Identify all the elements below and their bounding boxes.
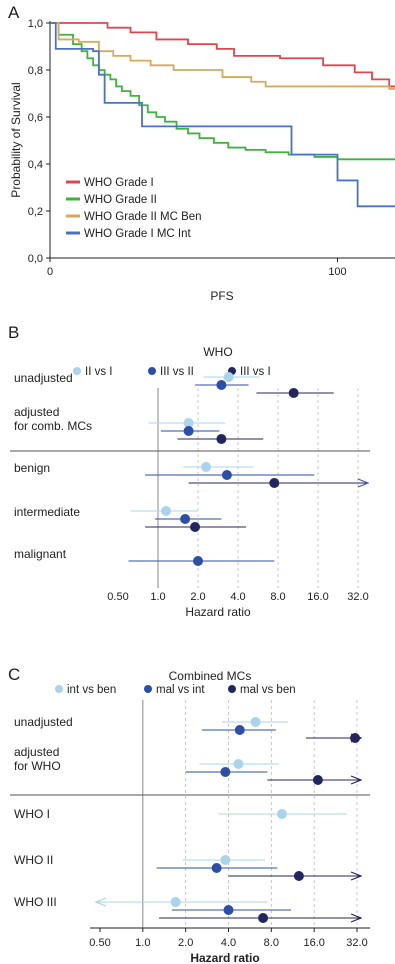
forest-mcs-content: 0.50 1.0 2.0 4.0 8.0 16.0 32.0 Hazard ratio int … bbox=[10, 684, 370, 964]
km-line-2 bbox=[50, 22, 395, 90]
forest-plot-who: B WHO 0.50 1.0 2.0 4.0 8.0 16.0 32.0 Hazard rat… bbox=[8, 323, 370, 619]
hr-point bbox=[312, 775, 323, 785]
km-line-1 bbox=[50, 22, 395, 161]
hr-point bbox=[183, 418, 194, 428]
hr-point bbox=[293, 871, 304, 881]
x-axis-title: PFS bbox=[210, 289, 233, 303]
x-tick-label: 8.0 bbox=[270, 591, 285, 603]
km-chart-panel: A Probability of Survival PFS 0,00,20,40… bbox=[8, 3, 395, 303]
y-tick-label: 0,8 bbox=[28, 65, 43, 77]
hr-point bbox=[161, 506, 172, 516]
hr-point bbox=[350, 733, 361, 743]
x-tick-label: 4.0 bbox=[230, 591, 245, 603]
y-axis-title: Probability of Survival bbox=[9, 82, 23, 197]
row-label: for WHO bbox=[14, 759, 61, 773]
hr-point bbox=[183, 426, 194, 436]
forest-mcs-title: Combined MCs bbox=[169, 669, 252, 683]
x-tick-label: 2.0 bbox=[178, 937, 193, 949]
legend-label: III vs I bbox=[240, 366, 271, 378]
km-series bbox=[50, 22, 395, 208]
y-tick-label: 0,6 bbox=[28, 112, 43, 124]
km-line-0 bbox=[50, 22, 395, 88]
km-line-3 bbox=[50, 22, 395, 208]
x-tick-label: 16.0 bbox=[303, 937, 324, 949]
row-label: for comb. MCs bbox=[14, 419, 92, 433]
km-axes: 0,0 0,2 0,4 0,6 0,8 1,0 0 100 bbox=[28, 18, 395, 278]
legend-label: II vs I bbox=[85, 366, 112, 378]
hr-point bbox=[216, 380, 227, 390]
legend-dot bbox=[144, 685, 152, 693]
y-tick-label: 0,0 bbox=[28, 253, 43, 265]
forest-who-title: WHO bbox=[203, 345, 232, 359]
hr-point bbox=[288, 388, 299, 398]
y-tick-label: 0,2 bbox=[28, 206, 43, 218]
hr-point bbox=[220, 855, 231, 865]
legend-dot bbox=[55, 685, 63, 693]
hr-point bbox=[220, 767, 231, 777]
km-legend: WHO Grade I WHO Grade II WHO Grade II MC B… bbox=[66, 177, 202, 240]
legend-label: WHO Grade II bbox=[84, 194, 157, 206]
hr-point bbox=[233, 759, 244, 769]
legend-label: WHO Grade II MC Ben bbox=[84, 211, 202, 223]
hr-point bbox=[223, 372, 234, 382]
hr-point bbox=[190, 522, 201, 532]
row-label: adjusted bbox=[14, 405, 59, 419]
x-tick-label: 2.0 bbox=[190, 591, 205, 603]
hr-point bbox=[276, 809, 287, 819]
row-label: intermediate bbox=[14, 505, 80, 519]
row-label: WHO I bbox=[14, 807, 50, 821]
legend-label: III vs II bbox=[160, 366, 194, 378]
legend-label: mal vs ben bbox=[240, 684, 296, 696]
x-tick-label: 0.50 bbox=[89, 937, 110, 949]
hr-point bbox=[211, 863, 222, 873]
hr-point bbox=[180, 514, 191, 524]
legend-dot bbox=[148, 367, 156, 375]
x-tick-label: 16.0 bbox=[307, 591, 328, 603]
legend-label: mal vs int bbox=[156, 684, 205, 696]
legend-label: int vs ben bbox=[67, 684, 116, 696]
x-axis-title: Hazard ratio bbox=[185, 605, 251, 619]
legend-dot bbox=[73, 367, 81, 375]
hr-point bbox=[221, 470, 232, 480]
x-tick-label: 32.0 bbox=[346, 937, 367, 949]
x-axis-title: Hazard ratio bbox=[190, 951, 259, 964]
legend-dot bbox=[228, 685, 236, 693]
panel-label-a: A bbox=[8, 3, 20, 22]
hr-point bbox=[250, 717, 261, 727]
x-tick-label: 100 bbox=[328, 266, 346, 278]
hr-point bbox=[234, 725, 245, 735]
hr-point bbox=[216, 434, 227, 444]
hr-point bbox=[170, 897, 181, 907]
row-label: unadjusted bbox=[14, 371, 73, 385]
x-tick-label: 0.50 bbox=[107, 591, 128, 603]
x-tick-label: 32.0 bbox=[347, 591, 368, 603]
hr-point bbox=[223, 905, 234, 915]
row-label: WHO III bbox=[14, 895, 57, 909]
panel-label-b: B bbox=[8, 323, 19, 342]
x-tick-label: 1.0 bbox=[150, 591, 165, 603]
forest-plot-mcs: C Combined MCs 0.50 1.0 2.0 4.0 8.0 16.0 32.0 H… bbox=[8, 665, 370, 964]
row-label: WHO II bbox=[14, 853, 53, 867]
hr-point bbox=[258, 913, 269, 923]
row-label: benign bbox=[14, 461, 50, 475]
y-tick-label: 1,0 bbox=[28, 18, 43, 30]
x-tick-label: 0 bbox=[47, 266, 53, 278]
panel-label-c: C bbox=[8, 665, 20, 684]
row-label: malignant bbox=[14, 547, 67, 561]
hr-point bbox=[201, 462, 212, 472]
ci-arrow-left bbox=[94, 897, 107, 907]
x-tick-label: 4.0 bbox=[221, 937, 236, 949]
legend-label: WHO Grade I MC Int bbox=[84, 228, 192, 240]
hr-point bbox=[193, 556, 203, 566]
x-tick-label: 8.0 bbox=[264, 937, 279, 949]
row-label: adjusted bbox=[14, 745, 59, 759]
forest-who-content: 0.50 1.0 2.0 4.0 8.0 16.0 32.0 Hazard ratio II v… bbox=[10, 366, 370, 619]
y-tick-label: 0,4 bbox=[28, 159, 43, 171]
row-label: unadjusted bbox=[14, 715, 73, 729]
legend-label: WHO Grade I bbox=[84, 177, 154, 189]
x-tick-label: 1.0 bbox=[135, 937, 150, 949]
hr-point bbox=[269, 478, 280, 488]
